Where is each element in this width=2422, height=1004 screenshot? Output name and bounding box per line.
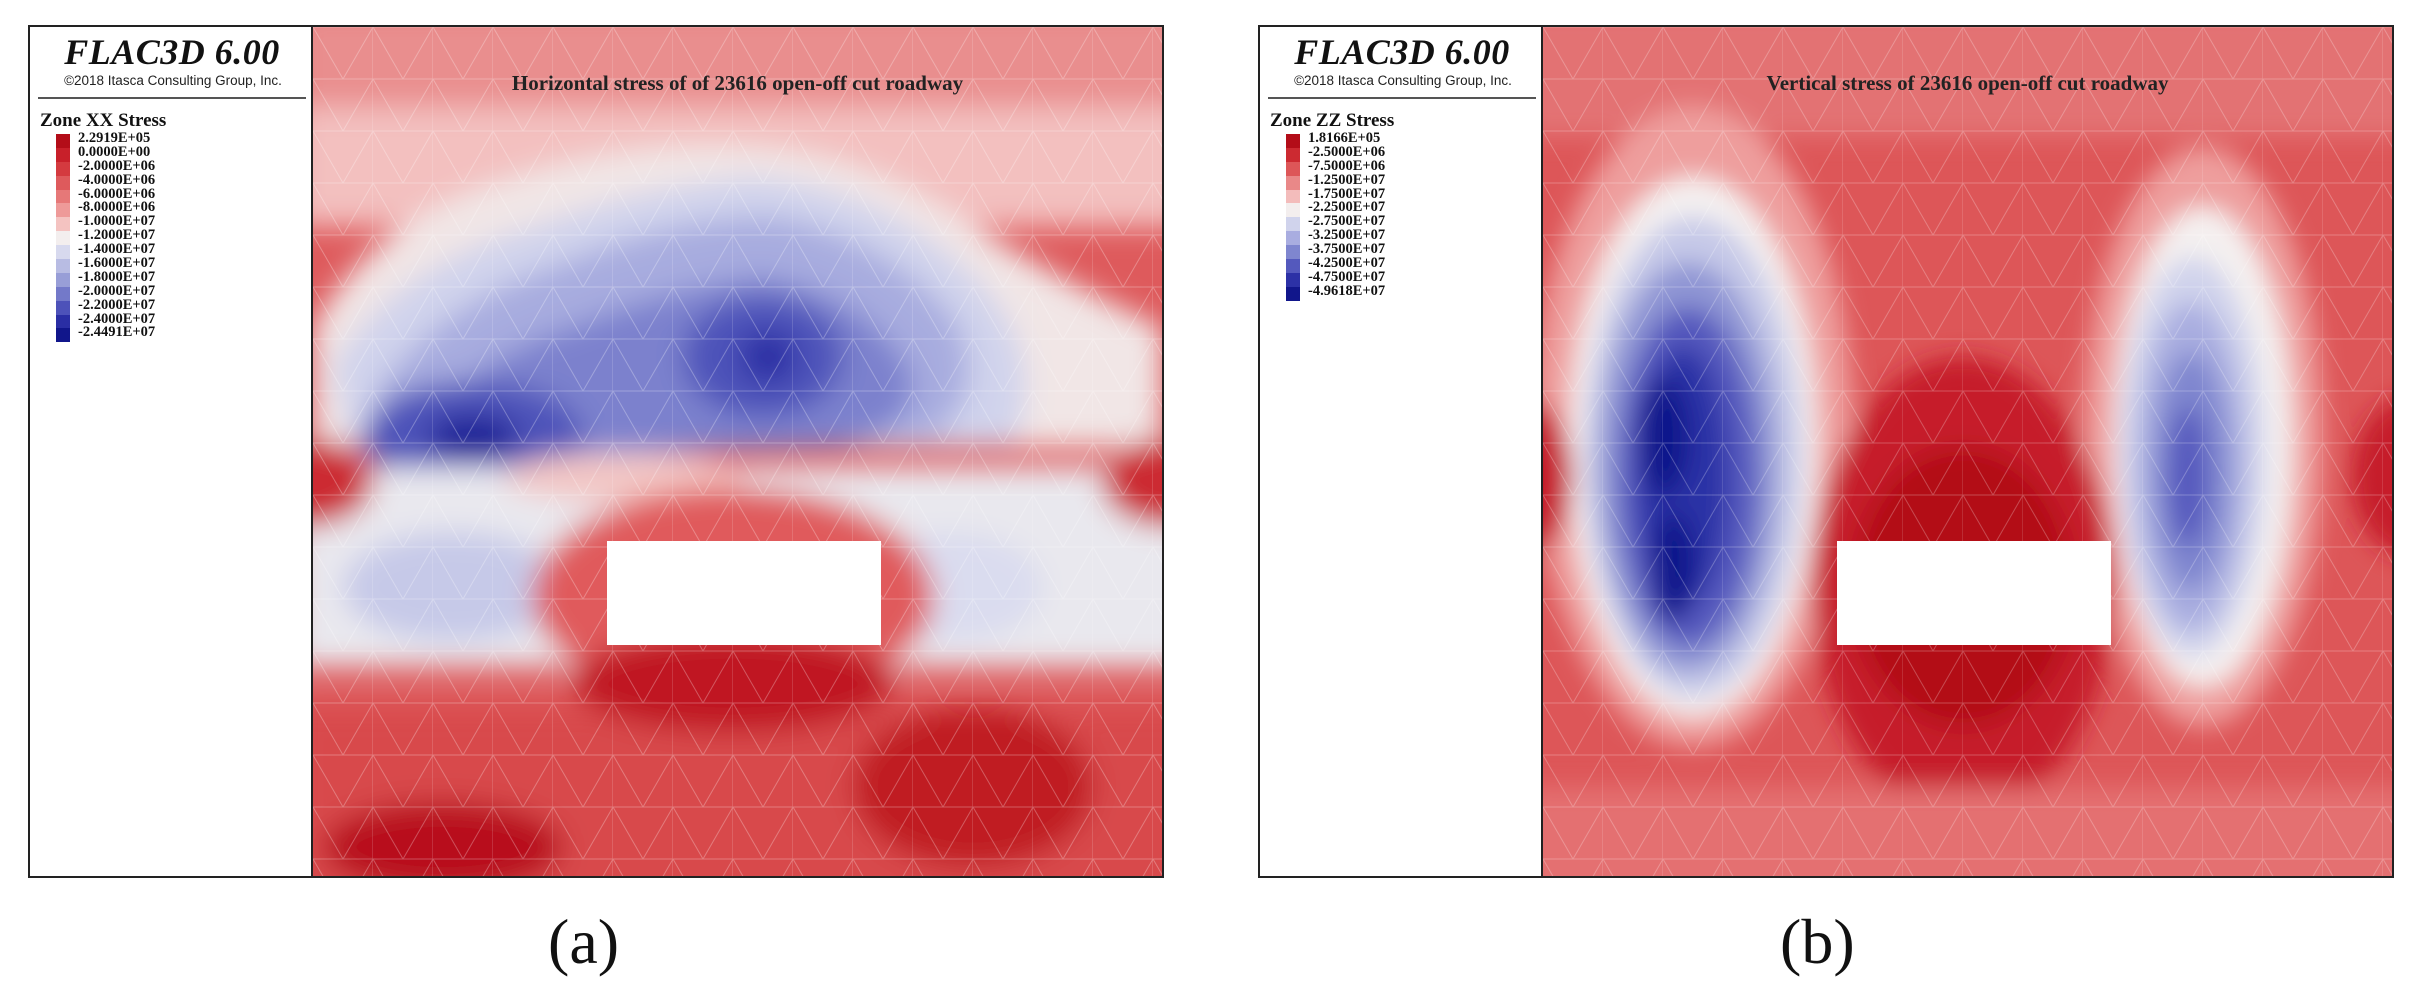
legend-labels: 1.8166E+05 -2.5000E+06 -7.5000E+06 -1.2500E… [1308, 131, 1385, 298]
contour-plot [1543, 27, 2392, 876]
legend-swatch [56, 134, 70, 148]
legend-labels: 2.2919E+05 0.0000E+00 -2.0000E+06 -4.0000E+… [78, 130, 156, 341]
legend-a: FLAC3D 6.00 ©2018 Itasca Consulting Grou… [30, 27, 313, 876]
stress-contour-map-a: Horizontal stress of of 23616 open-off c… [313, 27, 1162, 876]
legend-swatch [56, 272, 70, 287]
software-brand: FLAC3D 6.00 [1294, 32, 1510, 72]
legend-label: -4.9618E+07 [1308, 282, 1386, 299]
legend-swatch [56, 189, 70, 204]
panel-a-horizontal-stress: FLAC3D 6.00 ©2018 Itasca Consulting Grou… [28, 25, 1164, 878]
legend-label: -4.0000E+06 [78, 171, 156, 188]
legend-label: -7.5000E+06 [1308, 157, 1386, 174]
legend-label: -3.7500E+07 [1308, 241, 1386, 258]
legend-swatch [56, 147, 70, 162]
legend-label: -4.7500E+07 [1308, 268, 1386, 285]
legend-label: -2.2000E+07 [78, 296, 156, 313]
legend-swatch [56, 286, 70, 301]
legend-swatch [56, 259, 70, 273]
legend-swatch [56, 314, 70, 329]
legend-label: -1.2500E+07 [1308, 171, 1386, 188]
legend-label: -1.6000E+07 [78, 255, 156, 272]
legend-swatch [56, 245, 70, 260]
legend-swatch [56, 161, 70, 176]
contour-plot [313, 27, 1162, 876]
legend-label: -2.5000E+06 [1308, 143, 1386, 160]
legend-swatch [1286, 231, 1300, 246]
legend-label: -2.0000E+07 [78, 282, 156, 299]
legend-swatch [56, 217, 70, 232]
panel-b-vertical-stress: FLAC3D 6.00 ©2018 Itasca Consulting Grou… [1258, 25, 2394, 878]
legend-swatch [1286, 286, 1300, 301]
legend-swatch [56, 328, 70, 343]
legend-label: -1.8000E+07 [78, 268, 156, 285]
legend-label: -1.7500E+07 [1308, 185, 1386, 202]
legend-swatch [1286, 217, 1300, 232]
legend-swatch [56, 175, 70, 190]
roadway-opening [607, 541, 881, 645]
color-ramp [56, 134, 70, 343]
legend-label: -1.0000E+07 [78, 213, 156, 230]
legend-swatch [1286, 189, 1300, 204]
legend-swatch [1286, 259, 1300, 273]
legend-swatch [1286, 147, 1300, 162]
legend-label: -8.0000E+06 [78, 199, 156, 216]
legend-title: Zone ZZ Stress [1270, 110, 1395, 131]
software-brand: FLAC3D 6.00 [64, 32, 280, 72]
stress-contour-map-b: Vertical stress of 23616 open-off cut ro… [1543, 27, 2392, 876]
legend-label: 1.8166E+05 [1308, 130, 1381, 146]
map-title: Vertical stress of 23616 open-off cut ro… [1766, 71, 2169, 95]
legend-swatch [1286, 272, 1300, 287]
legend-label: -2.4491E+07 [78, 324, 156, 341]
legend-label: -3.2500E+07 [1308, 227, 1386, 244]
caption-b: (b) [1780, 906, 1855, 977]
copyright-text: ©2018 Itasca Consulting Group, Inc. [64, 73, 282, 88]
legend-swatch [1286, 134, 1300, 148]
map-title: Horizontal stress of of 23616 open-off c… [511, 71, 964, 95]
legend-divider [38, 97, 306, 99]
legend-label: -2.0000E+06 [78, 157, 156, 174]
legend-swatch [1286, 245, 1300, 260]
legend-swatch [56, 231, 70, 246]
legend-swatch [1286, 175, 1300, 190]
legend-label: -2.7500E+07 [1308, 213, 1386, 230]
legend-swatch [56, 300, 70, 315]
legend-label: -4.2500E+07 [1308, 255, 1386, 272]
copyright-text: ©2018 Itasca Consulting Group, Inc. [1294, 73, 1512, 88]
legend-b: FLAC3D 6.00 ©2018 Itasca Consulting Grou… [1260, 27, 1543, 876]
legend-label: -1.4000E+07 [78, 241, 156, 258]
legend-swatch [1286, 161, 1300, 176]
legend-divider [1268, 97, 1536, 99]
legend-label: 2.2919E+05 [78, 130, 151, 146]
legend-title: Zone XX Stress [40, 110, 167, 131]
legend-swatch [1286, 203, 1300, 218]
roadway-opening [1837, 541, 2111, 645]
legend-label: -1.2000E+07 [78, 227, 156, 244]
legend-label: -2.4000E+07 [78, 310, 156, 327]
legend-label: -6.0000E+06 [78, 185, 156, 202]
legend-label: 0.0000E+00 [78, 143, 151, 160]
legend-swatch [56, 203, 70, 218]
color-ramp [1286, 134, 1300, 301]
caption-a: (a) [548, 906, 620, 977]
legend-label: -2.2500E+07 [1308, 199, 1386, 216]
